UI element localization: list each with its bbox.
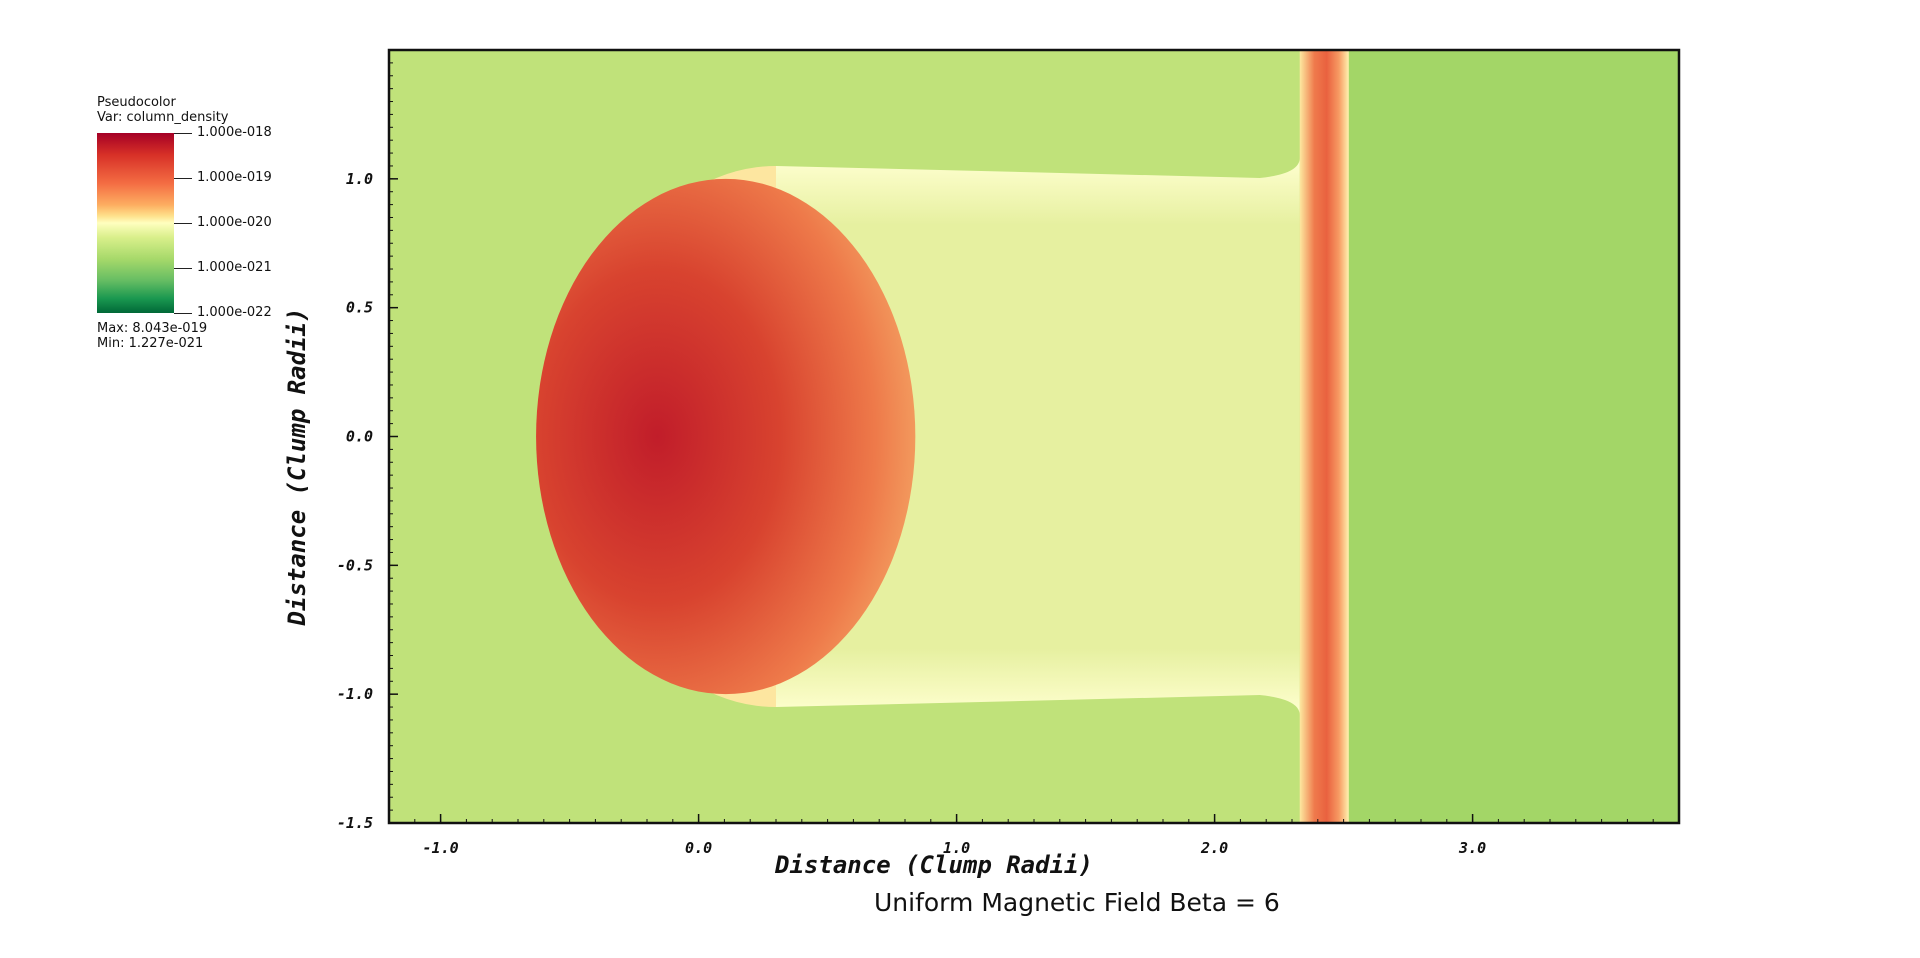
y-tick-label: 0.5 [346,299,373,317]
x-tick-label: 0.0 [685,839,712,857]
colorbar-label: 1.000e-020 [197,215,272,230]
colorbar-tick [174,223,192,224]
y-tick-label: -1.5 [337,814,373,832]
colorbar-label: 1.000e-021 [197,260,272,275]
downstream-region [1348,50,1679,823]
colorbar-tick [174,178,192,179]
y-axis-label: Distance (Clump Radii) [283,308,311,627]
colorbar-tick [174,313,192,314]
chart-title: Uniform Magnetic Field Beta = 6 [874,888,1280,917]
legend-max: Max: 8.043e-019 [97,321,208,336]
colorbar-tick [174,268,192,269]
legend-variable: Var: column_density [97,110,229,125]
clump-tail [776,157,1300,716]
shock-front [1299,50,1349,823]
x-tick-label: 3.0 [1458,839,1486,857]
colorbar [97,133,174,313]
colorbar-label: 1.000e-022 [197,305,272,320]
x-tick-label: 2.0 [1200,839,1228,857]
x-tick-label: 1.0 [943,839,970,857]
heatmap-field [389,50,1679,823]
y-tick-label: 0.0 [346,428,373,446]
y-tick-label: -0.5 [337,556,373,574]
x-axis-label: Distance (Clump Radii) [774,851,1093,879]
legend-plot-type: Pseudocolor [97,95,176,110]
legend-title: Pseudocolor Var: column_density [97,95,229,125]
y-tick-label: -1.0 [337,685,373,703]
legend-minmax: Max: 8.043e-019 Min: 1.227e-021 [97,321,207,351]
dense-clump [536,178,916,695]
x-tick-label: -1.0 [423,839,459,857]
colorbar-label: 1.000e-018 [197,125,272,140]
legend-min: Min: 1.227e-021 [97,336,204,351]
colorbar-tick [174,133,192,134]
colorbar-label: 1.000e-019 [197,170,272,185]
y-tick-label: 1.0 [346,170,373,188]
